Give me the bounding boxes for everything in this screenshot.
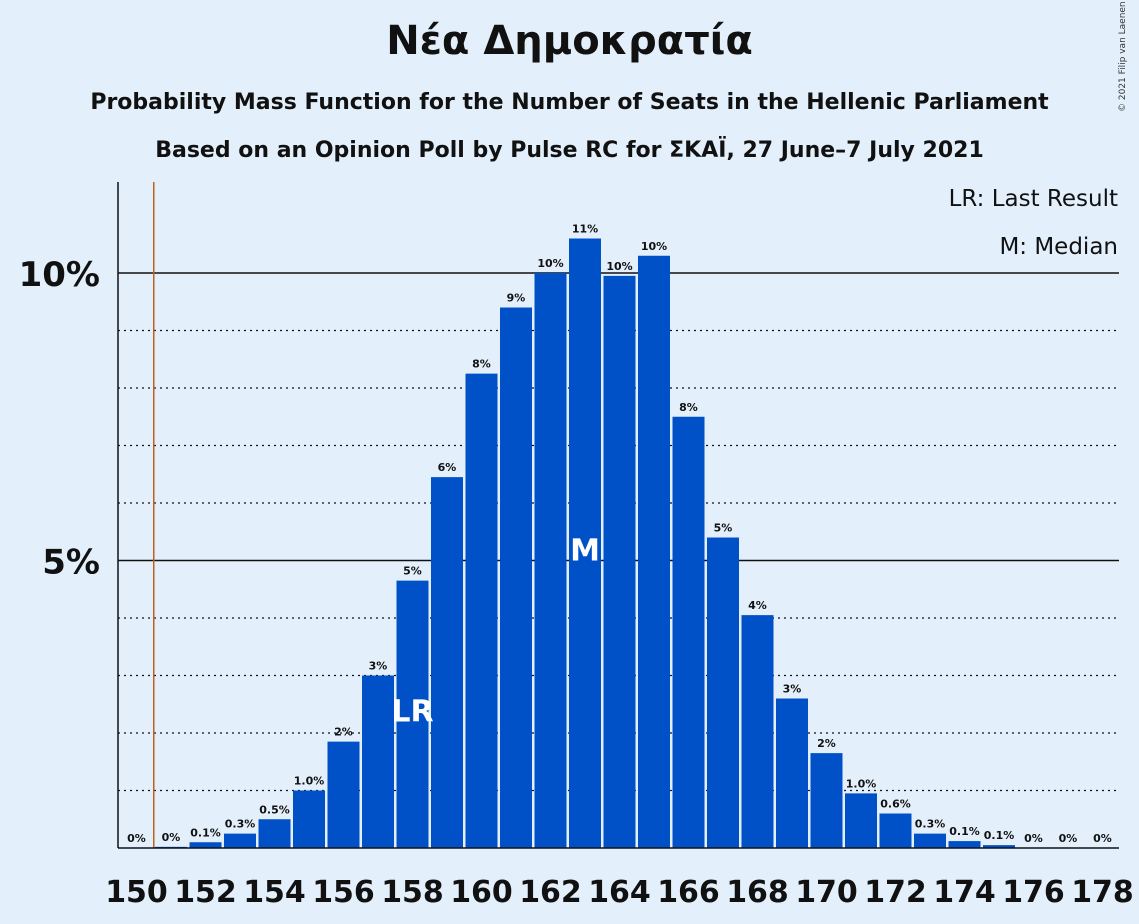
x-tick-label: 162: [519, 875, 582, 910]
data-label-151: 0%: [162, 831, 181, 844]
data-label-165: 10%: [641, 240, 667, 253]
bar-163: [569, 238, 601, 848]
y-tick-label: 5%: [42, 543, 100, 583]
data-label-154: 0.5%: [259, 803, 290, 816]
data-label-153: 0.3%: [225, 818, 256, 831]
legend-median: M: Median: [999, 234, 1118, 260]
bar-172: [879, 813, 912, 848]
data-label-174: 0.1%: [949, 825, 980, 838]
bar-173: [914, 833, 946, 848]
median-marker: M: [570, 534, 600, 569]
bar-156: [327, 741, 360, 848]
bar-168: [741, 615, 774, 848]
data-label-177: 0%: [1059, 832, 1078, 845]
data-label-162: 10%: [537, 257, 563, 270]
bar-160: [465, 373, 498, 848]
x-tick-label: 154: [243, 875, 306, 910]
legend-last-result: LR: Last Result: [948, 186, 1118, 212]
chart-subtitle: Probability Mass Function for the Number…: [90, 90, 1049, 115]
bar-175: [983, 845, 1015, 848]
bar-171: [845, 793, 877, 848]
data-label-160: 8%: [472, 358, 491, 371]
data-label-157: 3%: [369, 660, 388, 673]
x-tick-label: 172: [864, 875, 927, 910]
x-tick-label: 170: [795, 875, 858, 910]
bar-152: [189, 842, 222, 848]
x-tick-label: 156: [312, 875, 375, 910]
data-label-158: 5%: [403, 565, 422, 578]
data-label-152: 0.1%: [190, 826, 221, 839]
x-tick-label: 168: [726, 875, 789, 910]
y-tick-label: 10%: [19, 255, 100, 295]
bar-174: [948, 841, 981, 848]
data-label-175: 0.1%: [984, 829, 1015, 842]
x-tick-label: 150: [105, 875, 168, 910]
bar-153: [224, 833, 256, 848]
data-label-172: 0.6%: [880, 798, 911, 811]
bar-161: [500, 307, 532, 848]
data-label-155: 1.0%: [294, 775, 325, 788]
data-label-176: 0%: [1024, 832, 1043, 845]
bar-167: [707, 537, 739, 848]
data-label-167: 5%: [714, 522, 733, 535]
x-tick-label: 178: [1071, 875, 1134, 910]
last-result-marker: LR: [391, 695, 433, 730]
data-label-173: 0.3%: [915, 818, 946, 831]
bar-169: [776, 698, 808, 848]
chart-subtitle-poll: Based on an Opinion Poll by Pulse RC for…: [155, 138, 984, 163]
data-label-161: 9%: [507, 292, 526, 305]
bar-155: [293, 790, 325, 848]
x-tick-label: 166: [657, 875, 720, 910]
bar-159: [431, 477, 463, 848]
bar-154: [258, 819, 291, 848]
chart-title: Νέα Δημοκρατία: [386, 18, 753, 64]
data-label-169: 3%: [783, 683, 802, 696]
data-label-159: 6%: [438, 461, 457, 474]
bar-166: [672, 416, 705, 848]
data-label-164: 10%: [606, 260, 632, 273]
bar-164: [603, 275, 636, 848]
data-label-168: 4%: [748, 599, 767, 612]
data-label-163: 11%: [572, 223, 598, 236]
x-tick-label: 158: [381, 875, 444, 910]
data-label-150: 0%: [127, 832, 146, 845]
x-tick-label: 160: [450, 875, 513, 910]
bar-170: [810, 753, 843, 848]
bar-165: [638, 255, 670, 848]
x-tick-label: 174: [933, 875, 996, 910]
data-label-156: 2%: [334, 726, 353, 739]
data-label-170: 2%: [817, 737, 836, 750]
data-label-166: 8%: [679, 401, 698, 414]
bar-162: [534, 273, 567, 848]
x-tick-label: 164: [588, 875, 651, 910]
data-label-171: 1.0%: [846, 777, 877, 790]
data-label-178: 0%: [1093, 832, 1112, 845]
bar-158: [396, 580, 429, 848]
bar-157: [362, 675, 394, 848]
x-tick-label: 176: [1002, 875, 1065, 910]
x-tick-label: 152: [174, 875, 237, 910]
